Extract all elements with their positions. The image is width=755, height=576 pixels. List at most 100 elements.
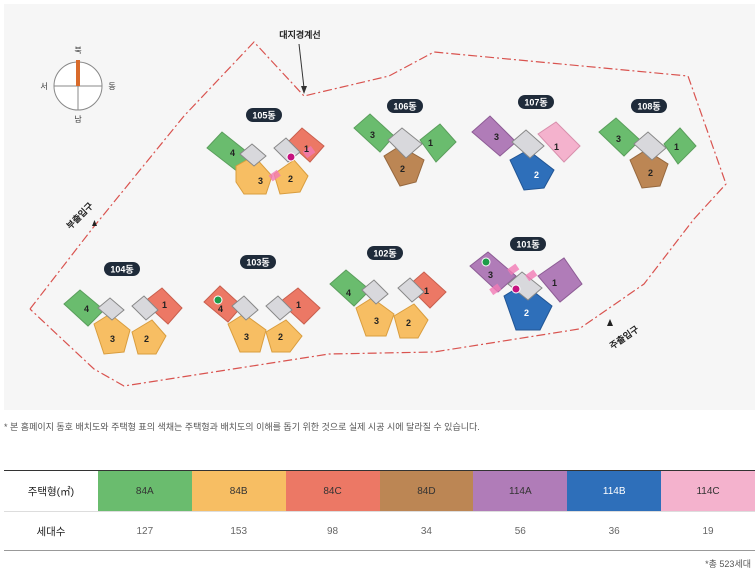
unit-114A — [537, 257, 583, 303]
household-count-84D: 34 — [379, 511, 474, 551]
boundary-label: 대지경계선 — [279, 29, 320, 40]
unit-84C — [407, 271, 447, 309]
unit-84A — [663, 127, 697, 165]
disclaimer-note: * 본 홈페이지 동호 배치도와 주택형 표의 색채는 주택형과 배치도의 이해… — [4, 422, 480, 432]
household-count-label: 세대수 — [4, 511, 98, 551]
main-entrance-label: 주출입구 — [607, 323, 640, 351]
household-count-114B: 36 — [567, 511, 662, 551]
unit-114C — [537, 121, 581, 163]
core — [633, 131, 667, 161]
wing-label: 2 — [144, 334, 149, 344]
building-105: 105동 4 3 2 1 — [206, 108, 325, 195]
wing-label: 3 — [110, 334, 115, 344]
wing-label: 1 — [296, 300, 301, 310]
wing-label: 4 — [346, 288, 351, 298]
wing-label: 1 — [554, 142, 559, 152]
wing-label: 2 — [648, 168, 653, 178]
marker-green — [213, 295, 223, 305]
wing-label: 3 — [488, 270, 493, 280]
unit-type-84C: 84C — [285, 470, 380, 512]
wing-label: 1 — [552, 278, 557, 288]
household-count-84C: 98 — [285, 511, 380, 551]
unit-84B — [355, 297, 395, 337]
unit-84A — [419, 123, 457, 163]
core — [507, 271, 543, 301]
wing-label: 4 — [218, 304, 223, 314]
marker-pink — [286, 152, 296, 162]
unit-84B — [273, 159, 309, 195]
site-plan-svg: 북 남 서 동 대지경계선 부출입구 주출입구 105동 4 3 2 1 106… — [29, 29, 727, 387]
wing-label: 3 — [370, 130, 375, 140]
building-102-label: 102동 — [373, 249, 396, 259]
unit-type-header-row: 주택형(㎡) 84A 84B 84C 84D 114A 114B 114C — [4, 470, 755, 512]
unit-type-84B: 84B — [191, 470, 286, 512]
compass: 북 남 서 동 — [40, 46, 115, 124]
compass-south-label: 남 — [74, 115, 82, 124]
unit-type-84A: 84A — [97, 470, 192, 512]
wing-label: 2 — [400, 164, 405, 174]
building-106-label: 106동 — [393, 102, 416, 112]
building-103: 103동 4 3 2 1 — [203, 255, 321, 353]
unit-84C — [287, 127, 325, 163]
building-107: 107동 3 2 1 — [471, 95, 581, 191]
building-105-label: 105동 — [252, 111, 275, 121]
household-count-114A: 56 — [473, 511, 568, 551]
wing-label: 4 — [230, 148, 235, 158]
unit-84B — [393, 303, 429, 339]
wing-label: 1 — [674, 142, 679, 152]
main-entrance: 주출입구 — [607, 323, 640, 351]
compass-north-label: 북 — [74, 46, 81, 55]
unit-type-114B: 114B — [567, 470, 662, 512]
core — [511, 129, 545, 159]
building-103-label: 103동 — [246, 258, 269, 268]
wing-label: 2 — [406, 318, 411, 328]
compass-east-label: 동 — [108, 82, 115, 91]
unit-84C — [279, 287, 321, 325]
secondary-entrance-label: 부출입구 — [64, 200, 95, 231]
unit-84B — [265, 319, 303, 353]
core — [231, 295, 259, 321]
core — [361, 279, 389, 305]
household-count-84B: 153 — [191, 511, 286, 551]
core — [239, 143, 267, 167]
building-106: 106동 3 2 1 — [353, 99, 457, 187]
core — [397, 277, 425, 303]
unit-type-table: 주택형(㎡) 84A 84B 84C 84D 114A 114B 114C 세대… — [4, 470, 755, 551]
core — [265, 295, 293, 321]
site-plan-map: 북 남 서 동 대지경계선 부출입구 주출입구 105동 4 3 2 1 106… — [4, 4, 755, 410]
wing-label: 2 — [534, 170, 539, 180]
wing-label: 3 — [616, 134, 621, 144]
secondary-entrance-arrow — [92, 220, 97, 226]
wing-label: 1 — [304, 144, 309, 154]
unit-type-114A: 114A — [473, 470, 568, 512]
unit-type-114C: 114C — [661, 470, 755, 512]
wing-label: 2 — [524, 308, 529, 318]
building-108: 108동 3 2 1 — [598, 99, 697, 189]
building-104-label: 104동 — [110, 265, 133, 275]
building-101: 101동 3 2 1 — [469, 237, 583, 331]
boundary-arrow — [298, 43, 305, 89]
core — [97, 297, 125, 321]
secondary-entrance: 부출입구 — [64, 200, 95, 231]
wing-label: 1 — [428, 138, 433, 148]
marker-green — [481, 257, 491, 267]
wing-label: 3 — [374, 316, 379, 326]
unit-type-header-label: 주택형(㎡) — [4, 470, 98, 512]
building-107-label: 107동 — [524, 98, 547, 108]
wing-label: 2 — [288, 174, 293, 184]
building-102: 102동 4 3 2 1 — [329, 246, 447, 339]
wing-label: 1 — [162, 300, 167, 310]
main-entrance-arrow — [607, 319, 613, 326]
compass-west-label: 서 — [40, 82, 47, 91]
wing-label: 3 — [244, 332, 249, 342]
household-count-84A: 127 — [97, 511, 192, 551]
wing-label: 2 — [278, 332, 283, 342]
wing-label: 4 — [84, 304, 89, 314]
unit-84C — [143, 287, 183, 325]
wing-label: 1 — [424, 286, 429, 296]
household-count-row: 세대수 127 153 98 34 56 36 19 — [4, 511, 755, 551]
unit-84B — [131, 319, 167, 355]
building-104: 104동 4 3 2 1 — [63, 262, 183, 355]
core — [131, 295, 159, 321]
wing-label: 3 — [258, 176, 263, 186]
